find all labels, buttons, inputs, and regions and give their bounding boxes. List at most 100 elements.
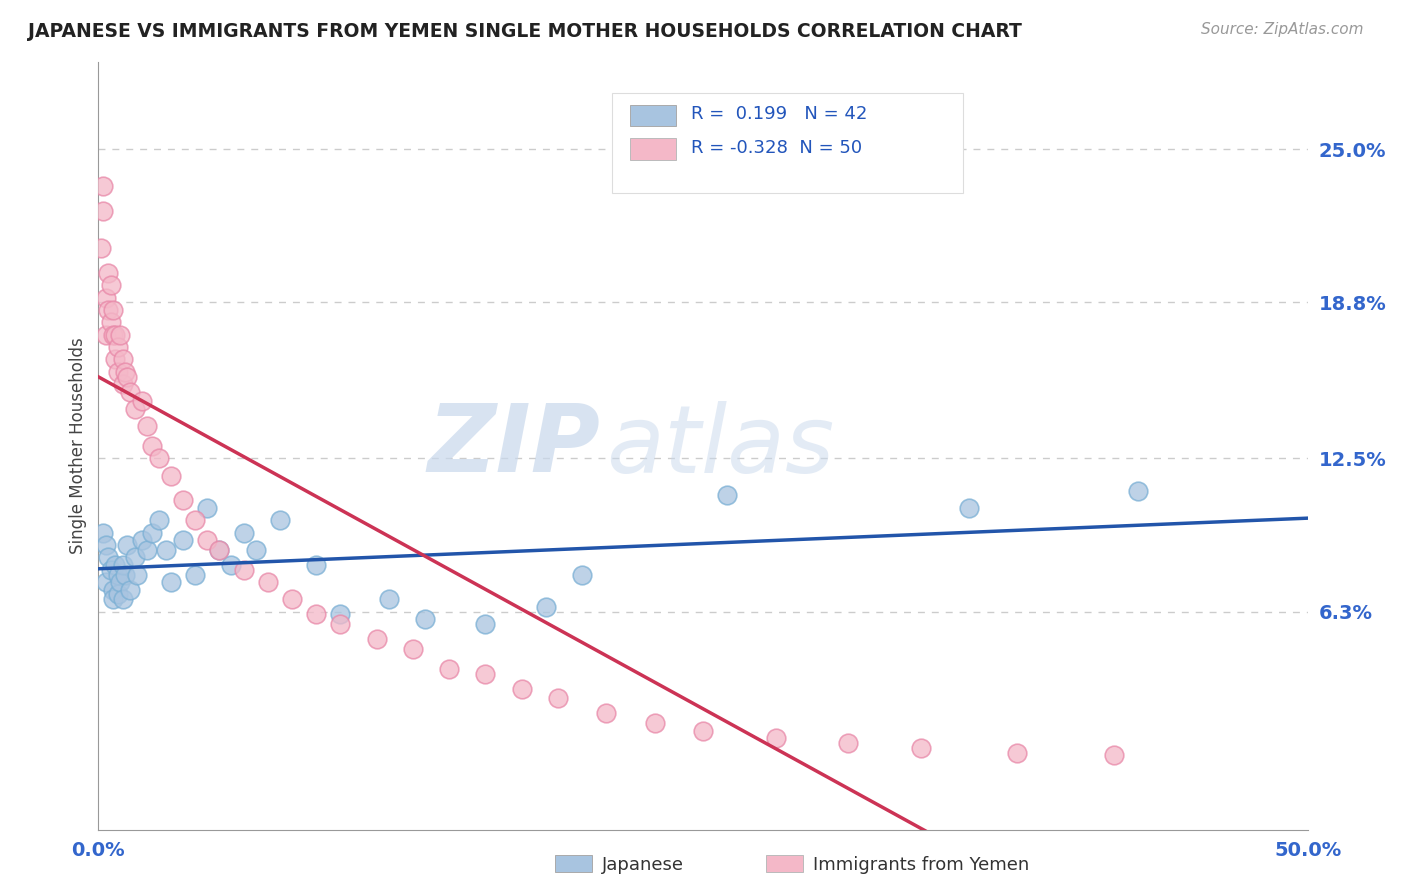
Point (101, 582, 124, 597)
Point (94, 575, 117, 590)
Point (377, 592, 399, 607)
Point (100, 563, 122, 577)
Point (232, 563, 254, 577)
Point (107, 365, 129, 379)
FancyBboxPatch shape (630, 138, 676, 160)
Point (910, 740, 932, 755)
Point (184, 513, 207, 527)
Point (510, 681, 533, 696)
Point (765, 731, 787, 745)
Point (127, 567, 149, 582)
Point (107, 340, 129, 354)
Point (135, 543, 157, 558)
Point (141, 439, 163, 453)
Point (117, 369, 139, 384)
Point (474, 666, 496, 681)
Point (474, 617, 496, 632)
Text: JAPANESE VS IMMIGRANTS FROM YEMEN SINGLE MOTHER HOUSEHOLDS CORRELATION CHART: JAPANESE VS IMMIGRANTS FROM YEMEN SINGLE… (28, 22, 1022, 41)
Point (118, 582, 141, 597)
Point (94, 538, 117, 552)
Point (111, 558, 134, 572)
Point (269, 513, 291, 527)
Text: Japanese: Japanese (602, 856, 683, 874)
Point (135, 419, 157, 434)
Point (160, 575, 183, 590)
Text: Immigrants from Yemen: Immigrants from Yemen (813, 856, 1029, 874)
Point (101, 327, 124, 342)
Point (208, 543, 231, 558)
Point (232, 525, 254, 540)
Point (1007, 746, 1029, 760)
Point (114, 567, 136, 582)
Point (208, 543, 231, 558)
Point (195, 500, 218, 515)
Point (101, 302, 124, 317)
Point (111, 377, 134, 392)
Point (1128, 483, 1150, 498)
Point (90, 241, 112, 255)
Point (117, 538, 139, 552)
Point (94, 291, 117, 305)
Point (184, 567, 207, 582)
Point (100, 278, 122, 293)
Point (437, 662, 460, 676)
Point (402, 641, 425, 656)
Point (111, 352, 134, 367)
Point (245, 543, 267, 558)
Point (195, 533, 218, 547)
Point (104, 352, 127, 367)
Point (111, 592, 134, 607)
Text: R =  0.199   N = 42: R = 0.199 N = 42 (690, 105, 868, 123)
Point (160, 468, 183, 483)
Point (97, 550, 120, 565)
Point (155, 543, 177, 558)
Point (837, 736, 859, 750)
Point (94, 327, 117, 342)
Point (104, 558, 127, 572)
Point (124, 401, 146, 416)
Point (118, 384, 141, 399)
Point (107, 567, 129, 582)
Point (534, 599, 557, 614)
Point (329, 607, 352, 622)
Point (571, 567, 593, 582)
Point (101, 592, 124, 607)
Point (114, 365, 136, 379)
Text: Source: ZipAtlas.com: Source: ZipAtlas.com (1201, 22, 1364, 37)
Point (91, 525, 114, 540)
Point (148, 513, 170, 527)
Point (281, 592, 304, 607)
Point (108, 327, 131, 342)
Point (1102, 748, 1125, 763)
Point (692, 723, 714, 738)
Point (104, 327, 127, 342)
Point (108, 575, 131, 590)
Point (957, 500, 980, 515)
Point (305, 607, 328, 622)
Point (305, 558, 328, 572)
Y-axis label: Single Mother Households: Single Mother Households (69, 338, 87, 554)
Point (131, 533, 153, 547)
Point (97, 302, 120, 317)
Point (97, 266, 120, 280)
FancyBboxPatch shape (630, 104, 676, 126)
Text: atlas: atlas (606, 401, 835, 491)
Point (100, 315, 122, 329)
Point (148, 451, 170, 466)
Point (124, 550, 146, 565)
Point (413, 612, 436, 626)
Point (172, 493, 194, 508)
FancyBboxPatch shape (613, 93, 963, 193)
Point (141, 525, 163, 540)
Point (595, 706, 617, 721)
Point (644, 716, 666, 731)
Point (131, 394, 153, 409)
Text: R = -0.328  N = 50: R = -0.328 N = 50 (690, 138, 862, 157)
Point (329, 617, 352, 632)
Point (221, 558, 243, 572)
Text: ZIP: ZIP (427, 400, 600, 492)
Point (91, 203, 114, 218)
Point (716, 488, 738, 502)
Point (91, 179, 114, 194)
Point (366, 632, 388, 646)
